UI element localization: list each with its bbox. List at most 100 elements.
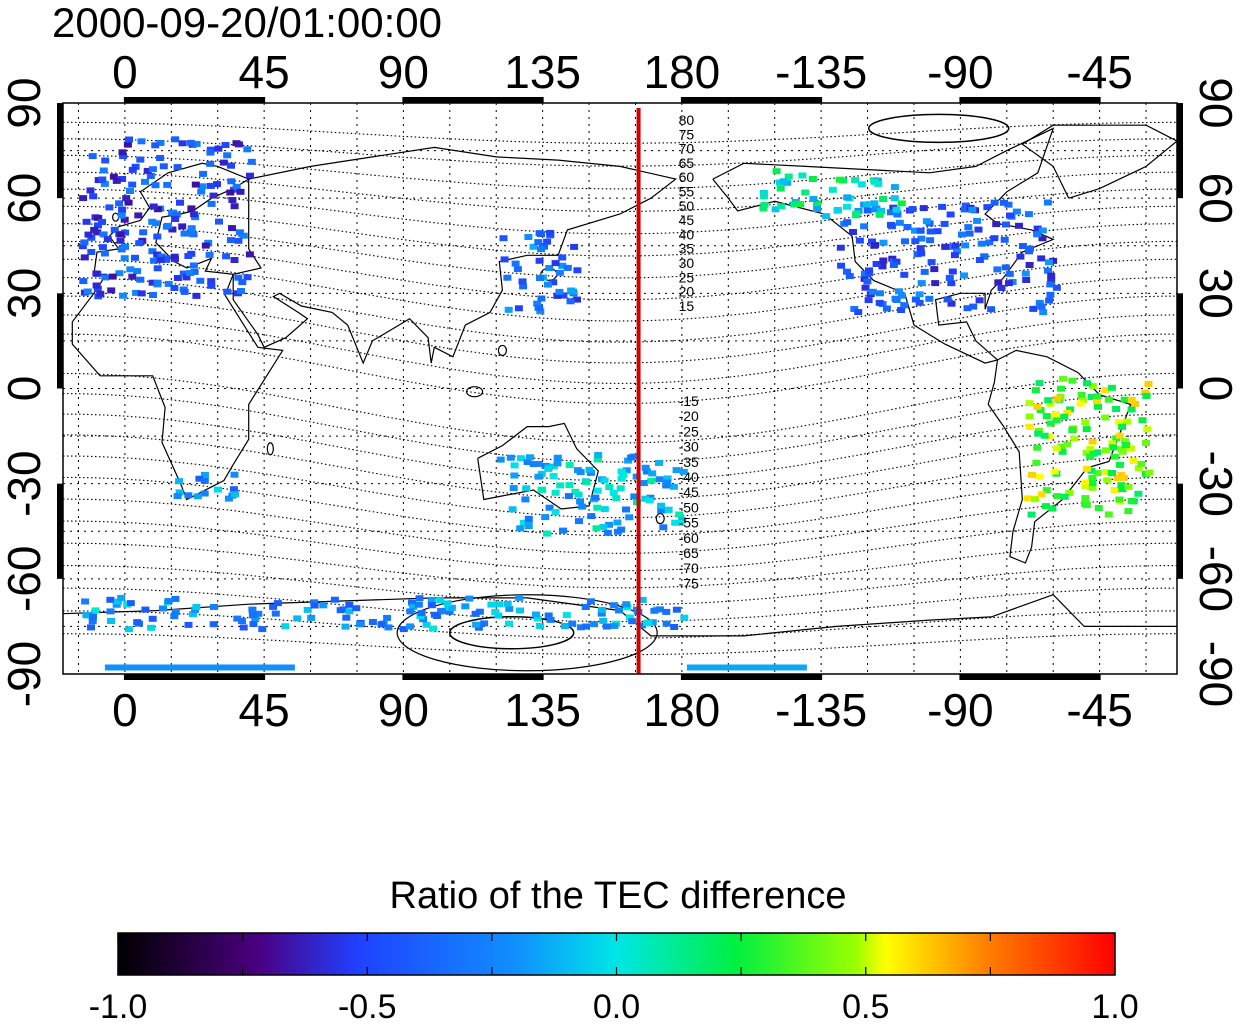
- tec-cell: [1115, 432, 1124, 439]
- tec-cell: [231, 491, 239, 498]
- tec-cell: [310, 602, 319, 609]
- tec-cell: [89, 193, 98, 200]
- bottom-longitude-label: 180: [644, 684, 721, 736]
- tec-cell: [429, 625, 437, 632]
- tec-cell: [565, 482, 574, 489]
- tec-cell: [534, 460, 543, 467]
- tec-cell: [576, 469, 585, 476]
- contour-line: [63, 498, 1177, 554]
- tec-cell: [504, 306, 513, 313]
- tec-cell: [215, 218, 223, 225]
- tec-cell: [862, 201, 871, 208]
- tec-cell: [80, 254, 89, 261]
- tec-cell: [190, 211, 199, 218]
- tec-cell: [1053, 493, 1062, 500]
- tec-cell: [1060, 413, 1069, 420]
- tec-cell: [1127, 445, 1135, 452]
- tec-cell: [171, 609, 180, 615]
- tec-cell: [1004, 201, 1013, 208]
- tec-cell: [545, 504, 554, 511]
- contour-label: -65: [679, 545, 699, 561]
- contour-label: 45: [679, 212, 695, 228]
- contour-label: -25: [679, 423, 699, 439]
- tec-cell: [672, 467, 681, 474]
- tec-cell: [968, 206, 977, 213]
- tec-cell: [545, 265, 554, 271]
- tec-cell: [521, 496, 530, 503]
- tec-cell: [243, 146, 252, 153]
- tec-cell: [79, 195, 88, 202]
- tec-cell: [90, 226, 99, 233]
- tec-cell: [760, 201, 769, 208]
- tec-cell: [874, 180, 883, 187]
- tec-cell: [901, 238, 909, 245]
- tec-cell: [117, 212, 126, 219]
- tec-cell: [159, 605, 167, 612]
- tec-cell: [96, 290, 105, 297]
- tec-cell: [115, 200, 124, 207]
- tec-cell: [1083, 380, 1091, 387]
- tec-cell: [234, 237, 243, 244]
- tec-cell: [1015, 222, 1023, 229]
- tec-cell: [675, 511, 684, 518]
- tec-cell: [771, 206, 780, 213]
- tec-cell: [125, 136, 133, 143]
- tec-cell: [610, 602, 619, 609]
- tec-cell: [1068, 427, 1077, 434]
- tec-cell: [1006, 212, 1014, 219]
- tec-cell: [983, 204, 992, 211]
- tec-cell: [509, 485, 518, 492]
- contour-label: 65: [679, 155, 695, 171]
- tec-cell: [630, 493, 639, 500]
- tec-cell: [558, 262, 567, 269]
- tec-cell: [1016, 253, 1025, 260]
- tec-cell: [664, 506, 673, 513]
- tec-cell: [106, 596, 115, 603]
- tec-cell: [499, 235, 508, 242]
- tec-cell: [526, 454, 534, 461]
- tec-cell: [1142, 440, 1151, 446]
- tec-cell: [319, 602, 328, 609]
- tec-cell: [759, 205, 768, 212]
- tec-cell: [931, 280, 940, 287]
- tec-cell: [1088, 438, 1097, 445]
- tec-cell: [590, 621, 599, 628]
- tec-cell: [915, 299, 924, 306]
- tec-cell: [1048, 505, 1057, 512]
- tec-cell: [917, 280, 926, 287]
- tec-cell: [603, 529, 612, 536]
- top-frame-band: [681, 97, 822, 103]
- tec-cell: [178, 140, 187, 147]
- tec-cell: [1063, 409, 1072, 416]
- tec-cell: [895, 219, 904, 226]
- tec-cell: [890, 184, 899, 191]
- tec-cell: [529, 243, 538, 250]
- tec-cell: [1047, 277, 1056, 284]
- colorbar-tick-label: 0.0: [593, 988, 640, 1024]
- tec-cell: [916, 227, 925, 234]
- tec-cell: [639, 480, 648, 487]
- tec-cell: [615, 607, 623, 614]
- tec-cell: [210, 604, 218, 610]
- tec-cell: [875, 299, 884, 306]
- tec-cell: [686, 664, 807, 671]
- tec-cell: [843, 194, 852, 201]
- tec-cell: [1117, 482, 1126, 489]
- tec-cell: [207, 278, 216, 285]
- tec-cell: [985, 239, 994, 246]
- tec-cell: [943, 296, 952, 303]
- tec-cell: [524, 234, 533, 240]
- tec-cell: [796, 201, 805, 208]
- tec-cell: [930, 266, 939, 273]
- tec-cell: [576, 498, 585, 505]
- tec-cell: [1035, 380, 1044, 387]
- tec-cell: [538, 486, 547, 493]
- tec-cell: [622, 601, 631, 608]
- tec-cell: [975, 297, 984, 304]
- tec-cell: [119, 292, 128, 299]
- tec-cell: [863, 207, 872, 214]
- tec-cell: [960, 206, 969, 213]
- tec-cell: [585, 466, 594, 473]
- top-longitude-axis: 0 45 90 135 180 -135 -90 -45: [112, 46, 1133, 98]
- top-longitude-label: -90: [927, 46, 993, 98]
